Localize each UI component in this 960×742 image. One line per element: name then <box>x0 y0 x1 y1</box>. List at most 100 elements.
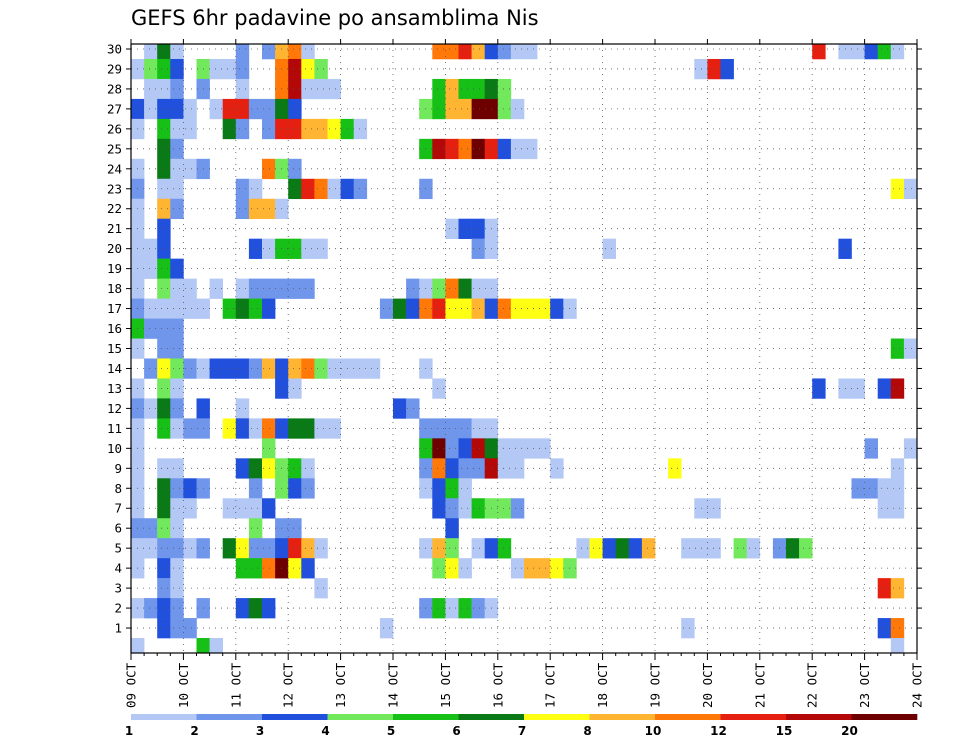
heatmap-cell <box>393 298 407 319</box>
heatmap-cell <box>196 638 210 654</box>
heatmap-cell <box>235 358 250 379</box>
heatmap-cell <box>432 78 446 100</box>
heatmap-cell <box>248 198 263 220</box>
heatmap-cell <box>170 578 184 599</box>
colorbar-label: 1 <box>125 724 133 738</box>
heatmap-cell <box>432 378 446 399</box>
heatmap-cell <box>183 118 197 140</box>
colorbar-swatch <box>524 714 590 720</box>
heatmap-cell <box>445 138 459 160</box>
heatmap-cell <box>353 118 368 140</box>
heatmap-cell <box>144 44 158 60</box>
heatmap-cell <box>157 44 171 60</box>
heatmap-cell <box>524 558 538 579</box>
colorbar-label: 8 <box>583 724 591 738</box>
heatmap-cell <box>314 538 328 559</box>
heatmap-cell <box>288 158 302 180</box>
heatmap-cell <box>262 44 276 60</box>
y-tick-label: 6 <box>114 521 122 536</box>
y-tick-label: 17 <box>107 301 122 316</box>
heatmap-cell <box>458 418 472 439</box>
heatmap-cell <box>157 358 171 379</box>
heatmap-cell <box>144 598 158 619</box>
x-tick-label: 19 OCT <box>648 662 663 708</box>
heatmap-cell <box>157 578 171 599</box>
heatmap-cell <box>209 278 223 299</box>
heatmap-cell <box>890 478 905 499</box>
heatmap-cell <box>471 458 485 479</box>
heatmap-cell <box>314 58 328 80</box>
heatmap-cell <box>890 378 905 399</box>
heatmap-cell <box>235 558 250 579</box>
heatmap-cell <box>550 558 564 579</box>
heatmap-cell <box>144 258 158 279</box>
y-tick-label: 29 <box>107 61 122 76</box>
heatmap-cell <box>262 278 276 299</box>
heatmap-cell <box>170 458 184 479</box>
heatmap-cell <box>458 78 472 100</box>
heatmap-cell <box>235 298 250 319</box>
heatmap-cell <box>262 98 276 120</box>
heatmap-cell <box>262 438 276 459</box>
colorbar-label: 12 <box>710 724 727 738</box>
heatmap-cell <box>157 218 171 239</box>
heatmap-cell <box>366 358 381 379</box>
x-tick-label: 18 OCT <box>595 662 610 708</box>
heatmap-cell <box>497 138 512 160</box>
y-axis-ticks: 1234567891011121314151617181920212223242… <box>107 41 922 636</box>
heatmap-cell <box>432 298 446 319</box>
heatmap-cell <box>589 538 603 559</box>
heatmap-cell <box>432 98 446 120</box>
heatmap-cell <box>537 438 551 459</box>
heatmap-cell <box>445 418 459 439</box>
heatmap-cell <box>445 558 459 579</box>
y-tick-label: 13 <box>107 381 122 396</box>
heatmap-cell <box>524 438 538 459</box>
heatmap-cell <box>432 478 446 499</box>
heatmap-cell <box>262 238 276 259</box>
heatmap-cell <box>144 298 158 319</box>
heatmap-cell <box>497 78 512 100</box>
heatmap-cell <box>471 138 485 160</box>
heatmap-cell <box>471 238 485 259</box>
heatmap-cell <box>537 298 551 319</box>
heatmap-cell <box>327 418 341 439</box>
heatmap-cell <box>157 298 171 319</box>
heatmap-cell <box>445 78 459 100</box>
heatmap-cell <box>471 418 485 439</box>
heatmap-cell <box>458 218 472 239</box>
heatmap-cell <box>877 618 892 639</box>
heatmap-cell <box>170 598 184 619</box>
heatmap-cell <box>458 498 472 519</box>
heatmap-cell <box>301 418 315 439</box>
heatmap-cell <box>406 398 420 419</box>
heatmap-cell <box>157 78 171 100</box>
x-tick-label: 09 OCT <box>124 662 139 708</box>
heatmap-cell <box>157 138 171 160</box>
heatmap-cell <box>262 558 276 579</box>
heatmap-cell <box>183 538 197 559</box>
heatmap-cell <box>550 298 564 319</box>
heatmap-cell <box>877 378 892 399</box>
heatmap-cell <box>353 178 368 200</box>
heatmap-cell <box>497 458 512 479</box>
heatmap-cell <box>222 358 237 379</box>
heatmap-cell <box>301 538 315 559</box>
heatmap-cell <box>275 44 289 60</box>
heatmap-cell <box>183 478 197 499</box>
heatmap-cell <box>707 538 721 559</box>
colorbar-label: 20 <box>841 724 858 738</box>
heatmap-cell <box>157 278 171 299</box>
heatmap-cell <box>131 638 145 654</box>
heatmap-cell <box>170 478 184 499</box>
heatmap-cell <box>170 178 184 200</box>
heatmap-cell <box>262 158 276 180</box>
y-tick-label: 1 <box>114 621 122 636</box>
heatmap-cell <box>497 98 512 120</box>
heatmap-cell <box>510 438 525 459</box>
y-tick-label: 27 <box>107 101 122 116</box>
heatmap-cell <box>668 458 682 479</box>
heatmap-cell <box>235 498 250 519</box>
heatmap-cell <box>314 118 328 140</box>
heatmap-cell <box>248 458 263 479</box>
